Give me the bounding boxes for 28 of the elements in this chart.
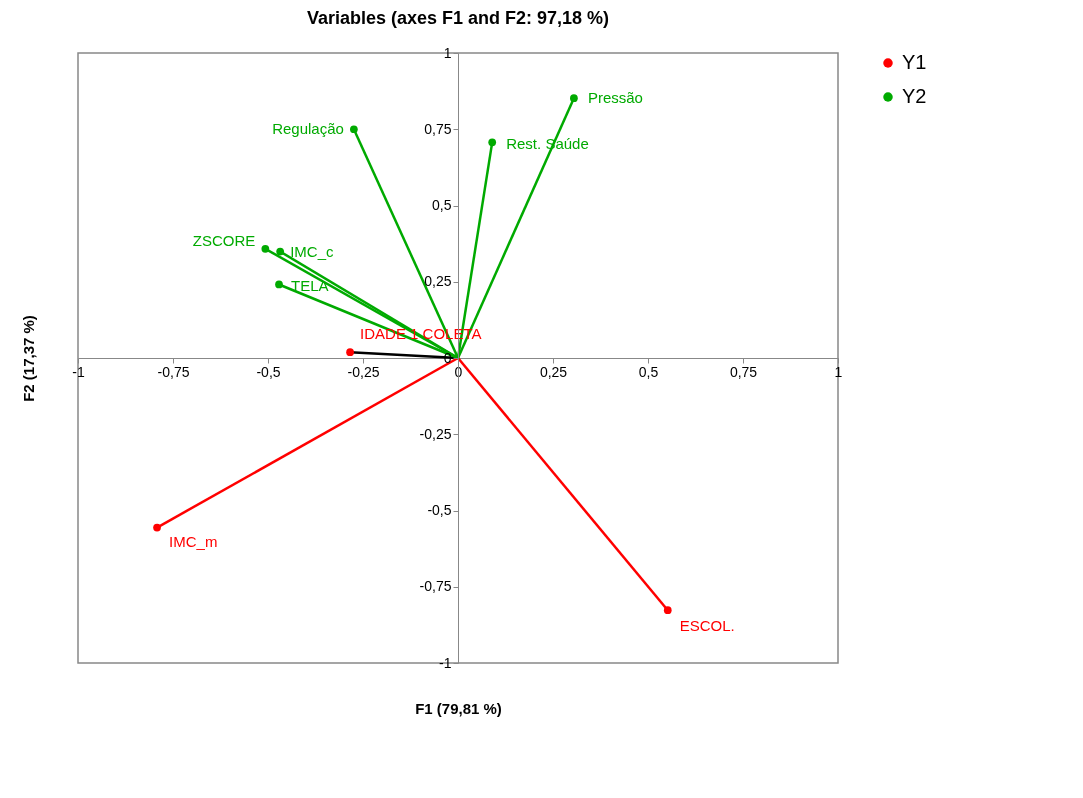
legend-label: Y1 <box>902 51 927 73</box>
x-tick-label: -0,25 <box>347 363 380 380</box>
x-tick-label: 0,75 <box>729 363 758 380</box>
legend-label: Y2 <box>902 85 927 107</box>
x-tick-label: 0,5 <box>638 363 659 380</box>
annotation: IMC_c <box>290 242 334 260</box>
x-tick-label: -1 <box>72 363 85 380</box>
y-tick-label: -1 <box>439 654 452 671</box>
y-tick-label: -0,25 <box>419 425 452 442</box>
chart-title: Variables (axes F1 and F2: 97,18 %) <box>306 8 610 28</box>
y-axis-title: F2 (17,37 %) <box>19 315 37 402</box>
annotation: Regulação <box>272 120 344 138</box>
y-tick-label: -0,75 <box>419 578 452 595</box>
x-tick-label: -0,5 <box>256 363 281 380</box>
y-tick-label: 0,5 <box>432 197 452 213</box>
x-tick-label: 0,25 <box>539 363 568 380</box>
y-tick-label: 0,75 <box>424 120 452 137</box>
y-tick-label: 1 <box>443 44 452 61</box>
annotation: Pressão <box>587 89 643 107</box>
y-tick-label: 0,25 <box>424 273 452 290</box>
annotation: IMC_m <box>169 532 218 550</box>
x-tick-label: 1 <box>834 363 843 380</box>
x-axis-title: F1 (79,81 %) <box>415 699 502 717</box>
annotation: ZSCORE <box>192 231 256 249</box>
annotation: ESCOL. <box>679 617 735 635</box>
x-tick-label: -0,75 <box>157 363 190 380</box>
y-tick-label: -0,5 <box>427 502 452 518</box>
annotation: TELA <box>291 277 329 295</box>
